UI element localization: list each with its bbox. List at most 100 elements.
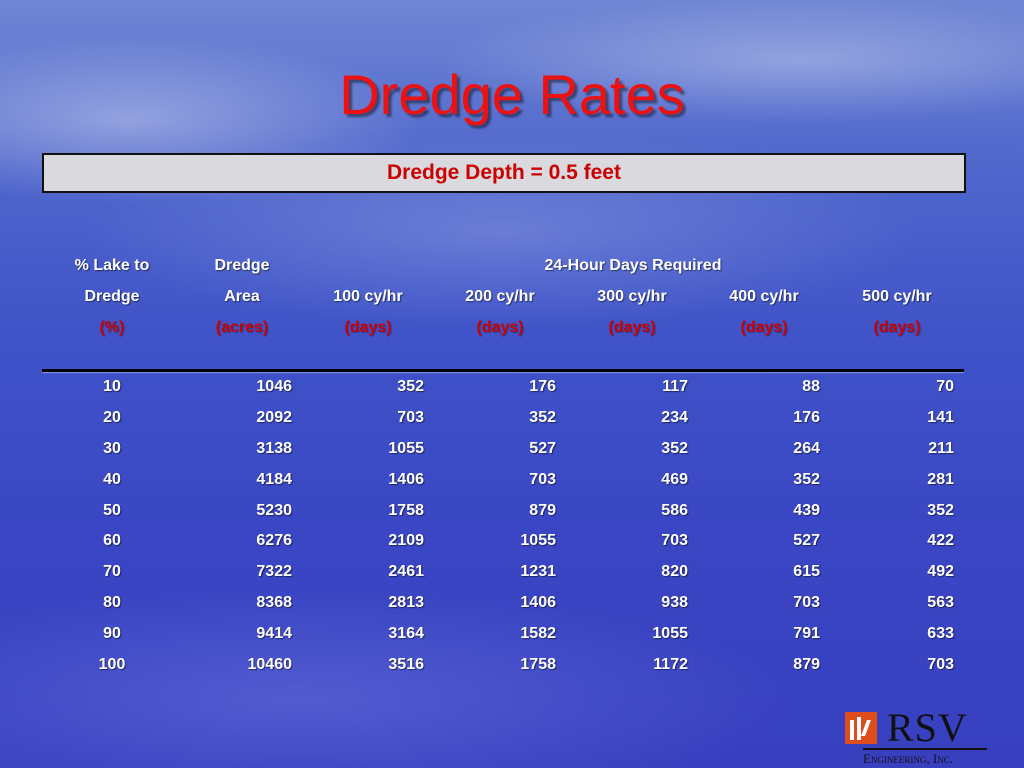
cell-days: 615 bbox=[793, 563, 820, 581]
unit-acres: (acres) bbox=[215, 318, 269, 336]
cell-area: 1046 bbox=[256, 378, 292, 396]
unit-days-100: (days) bbox=[344, 318, 392, 336]
cell-days: 703 bbox=[529, 470, 556, 488]
unit-days-500: (days) bbox=[873, 318, 921, 336]
cell-lake-pct: 10 bbox=[103, 378, 121, 396]
table-row: 90 9414 3164 1582 1055 791 633 bbox=[42, 618, 964, 649]
unit-days-200: (days) bbox=[476, 318, 524, 336]
cell-days: 3516 bbox=[388, 655, 424, 673]
cell-days: 2461 bbox=[388, 563, 424, 581]
cell-days: 879 bbox=[793, 655, 820, 673]
unit-days-300: (days) bbox=[608, 318, 656, 336]
header-lake-pct: % Lake to bbox=[74, 256, 150, 274]
cell-days: 1172 bbox=[653, 655, 688, 673]
table-row: 60 6276 2109 1055 703 527 422 bbox=[42, 526, 964, 557]
cell-lake-pct: 40 bbox=[103, 470, 121, 488]
slide-title: Dredge Rates bbox=[339, 63, 685, 126]
cell-area: 8368 bbox=[256, 593, 292, 611]
header-rate-400: 400 cy/hr bbox=[729, 287, 799, 305]
unit-days-400: (days) bbox=[740, 318, 788, 336]
cell-lake-pct: 60 bbox=[103, 532, 121, 550]
header-dredge: Dredge bbox=[214, 256, 270, 274]
cell-days: 1055 bbox=[520, 532, 556, 550]
cell-days: 527 bbox=[793, 532, 820, 550]
cell-days: 281 bbox=[927, 470, 954, 488]
header-dredge-2: Dredge bbox=[84, 287, 140, 305]
cell-lake-pct: 30 bbox=[103, 439, 121, 457]
cell-days: 1231 bbox=[520, 563, 556, 581]
table-row: 80 8368 2813 1406 938 703 563 bbox=[42, 588, 964, 619]
cell-days: 633 bbox=[927, 624, 954, 642]
dredge-depth-box: Dredge Depth = 0.5 feet bbox=[42, 153, 966, 193]
cell-days: 791 bbox=[793, 624, 820, 642]
cell-days: 176 bbox=[529, 378, 556, 396]
header-rate-200: 200 cy/hr bbox=[465, 287, 535, 305]
cell-days: 176 bbox=[793, 409, 820, 427]
cell-lake-pct: 50 bbox=[103, 501, 121, 519]
cell-days: 527 bbox=[529, 439, 556, 457]
cell-days: 352 bbox=[661, 439, 688, 457]
cell-days: 563 bbox=[927, 593, 954, 611]
cell-area: 2092 bbox=[256, 409, 292, 427]
cell-area: 10460 bbox=[247, 655, 293, 673]
cell-days: 234 bbox=[661, 409, 688, 427]
cell-days: 938 bbox=[661, 593, 688, 611]
header-divider bbox=[42, 369, 964, 372]
cell-days: 1055 bbox=[652, 624, 688, 642]
table-row: 10 1046 352 176 117 88 70 bbox=[42, 372, 964, 403]
cell-days: 352 bbox=[793, 470, 820, 488]
header-days-required: 24-Hour Days Required bbox=[544, 256, 722, 274]
table-row: 40 4184 1406 703 469 352 281 bbox=[42, 464, 964, 495]
cell-days: 352 bbox=[529, 409, 556, 427]
cell-days: 117 bbox=[662, 378, 688, 396]
cell-days: 2109 bbox=[388, 532, 424, 550]
cell-days: 3164 bbox=[388, 624, 424, 642]
cell-days: 586 bbox=[661, 501, 688, 519]
cell-days: 469 bbox=[661, 470, 688, 488]
cell-days: 439 bbox=[793, 501, 820, 519]
cell-days: 879 bbox=[529, 501, 556, 519]
cell-days: 70 bbox=[936, 378, 954, 396]
rsv-logo-name: RSV bbox=[887, 705, 968, 750]
dredge-depth-label: Dredge Depth = 0.5 feet bbox=[387, 161, 621, 184]
cell-area: 6276 bbox=[256, 532, 292, 550]
cell-days: 264 bbox=[793, 439, 820, 457]
cell-days: 1055 bbox=[388, 439, 424, 457]
header-rate-100: 100 cy/hr bbox=[333, 287, 403, 305]
cell-days: 422 bbox=[927, 532, 954, 550]
cell-lake-pct: 90 bbox=[103, 624, 121, 642]
header-row-1: % Lake to Dredge 24-Hour Days Required bbox=[42, 250, 964, 281]
cell-area: 5230 bbox=[256, 501, 292, 519]
cell-days: 492 bbox=[927, 563, 954, 581]
cell-area: 3138 bbox=[256, 439, 292, 457]
cell-days: 88 bbox=[802, 378, 820, 396]
cell-days: 703 bbox=[397, 409, 424, 427]
cell-days: 703 bbox=[927, 655, 954, 673]
header-row-3: (%) (acres) (days) (days) (days) (days) … bbox=[42, 312, 964, 343]
cell-days: 352 bbox=[927, 501, 954, 519]
cell-days: 141 bbox=[927, 409, 954, 427]
rsv-logo-mark-icon bbox=[845, 712, 877, 744]
cell-lake-pct: 80 bbox=[103, 593, 121, 611]
cell-days: 352 bbox=[397, 378, 424, 396]
cell-days: 1758 bbox=[520, 655, 556, 673]
header-rate-500: 500 cy/hr bbox=[862, 287, 932, 305]
unit-pct: (%) bbox=[99, 318, 125, 336]
table-row: 30 3138 1055 527 352 264 211 bbox=[42, 434, 964, 465]
header-area: Area bbox=[224, 287, 260, 305]
cell-days: 2813 bbox=[388, 593, 424, 611]
cell-lake-pct: 100 bbox=[98, 655, 126, 673]
cell-area: 9414 bbox=[256, 624, 292, 642]
cell-days: 1758 bbox=[388, 501, 424, 519]
header-rate-300: 300 cy/hr bbox=[597, 287, 667, 305]
cell-area: 7322 bbox=[256, 563, 292, 581]
rsv-logo-subtitle: Engineering, Inc. bbox=[863, 748, 987, 767]
cell-area: 4184 bbox=[256, 470, 292, 488]
table-body: 10 1046 352 176 117 88 70 20 2092 703 352 234 176 141… bbox=[42, 372, 964, 680]
cell-days: 1406 bbox=[388, 470, 424, 488]
cell-days: 1406 bbox=[520, 593, 556, 611]
cell-days: 211 bbox=[928, 439, 954, 457]
header-row-2: Dredge Area 100 cy/hr 200 cy/hr 300 cy/h… bbox=[42, 281, 964, 312]
dredge-rates-table: % Lake to Dredge 24-Hour Days Required D… bbox=[42, 250, 964, 680]
cell-days: 703 bbox=[793, 593, 820, 611]
